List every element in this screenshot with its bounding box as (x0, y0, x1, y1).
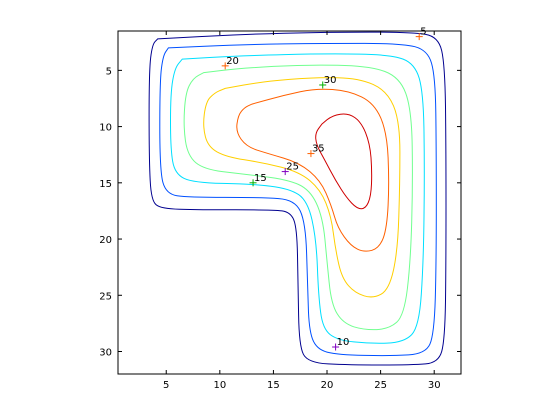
contour-label-text: 5 (420, 27, 426, 38)
contour-label-25: 25 (281, 162, 299, 176)
contour-label-10: 10 (332, 337, 349, 351)
contour-label-text: 10 (337, 337, 350, 348)
contour-label-text: 35 (312, 144, 325, 155)
axis-ticks: 5 10 15 20 25 30 5 10 15 20 25 30 (99, 31, 461, 391)
contour-line-15 (169, 53, 425, 344)
axes-box (117, 30, 462, 375)
x-tick-label: 15 (267, 380, 280, 391)
contour-label-text: 20 (226, 56, 239, 67)
contour-label-text: 15 (254, 173, 267, 184)
contour-lines (148, 31, 447, 366)
x-tick-label: 30 (428, 380, 441, 391)
y-tick-label: 5 (106, 66, 112, 77)
contour-label-text: 30 (324, 75, 337, 86)
contour-line-20 (183, 64, 413, 331)
contour-level-labels: 5 20 30 35 25 15 10 (221, 27, 427, 351)
x-tick-label: 25 (374, 380, 387, 391)
y-tick-label: 20 (99, 235, 112, 246)
contour-line-5 (148, 31, 447, 366)
y-tick-label: 30 (99, 348, 112, 359)
contour-label-35: 35 (307, 144, 325, 158)
contour-label-15: 15 (249, 173, 267, 187)
contour-label-30: 30 (319, 75, 336, 89)
y-tick-label: 15 (99, 179, 112, 190)
contour-line-35 (315, 113, 373, 210)
contour-label-5: 5 (415, 27, 427, 41)
x-tick-label: 10 (213, 380, 226, 391)
contour-line-10 (159, 42, 437, 357)
contour-line-25 (203, 77, 401, 298)
y-tick-label: 25 (99, 291, 112, 302)
x-tick-label: 20 (321, 380, 334, 391)
contour-label-20: 20 (221, 56, 239, 70)
contour-line-30 (236, 88, 390, 252)
x-tick-label: 5 (163, 380, 169, 391)
contour-label-text: 25 (286, 162, 299, 173)
y-tick-label: 10 (99, 123, 112, 134)
